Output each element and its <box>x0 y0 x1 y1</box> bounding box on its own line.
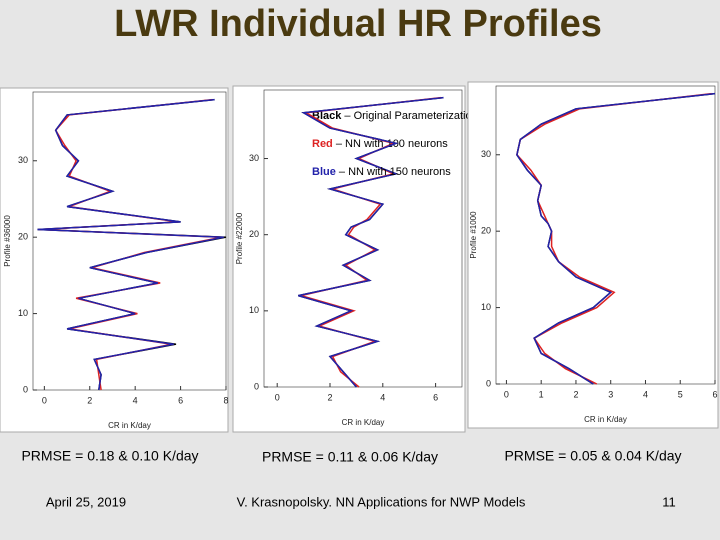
y-tick-label: 0 <box>486 378 491 388</box>
y-axis-label: Profile #22000 <box>235 212 244 264</box>
y-tick-label: 20 <box>249 229 259 239</box>
y-tick-label: 10 <box>249 305 259 315</box>
y-tick-label: 30 <box>481 149 491 159</box>
x-tick-label: 4 <box>133 395 138 405</box>
x-tick-label: 3 <box>608 389 613 399</box>
legend-name: Blue <box>312 166 336 178</box>
x-axis-label: CR in K/day <box>584 415 627 424</box>
legend-name: Black <box>312 110 342 122</box>
x-tick-label: 4 <box>380 392 385 402</box>
y-tick-label: 10 <box>481 302 491 312</box>
x-tick-label: 4 <box>643 389 648 399</box>
plot-background <box>0 87 229 433</box>
x-tick-label: 8 <box>223 395 228 405</box>
legend-entry: Red – NN with 100 neurons <box>312 138 448 150</box>
plot-background <box>232 85 466 433</box>
y-axis-label: Profile #36000 <box>3 215 12 267</box>
y-tick-label: 0 <box>23 384 28 394</box>
plot-frame <box>495 85 716 385</box>
x-tick-label: 1 <box>539 389 544 399</box>
legend-name: Red <box>312 138 333 150</box>
profile-line <box>37 98 224 391</box>
legend-entry: Black – Original Parameterization <box>312 110 478 122</box>
legend-text: – NN with 150 neurons <box>336 166 451 178</box>
plot-background <box>467 81 719 429</box>
plot-frame <box>263 89 463 388</box>
x-tick-label: 0 <box>42 395 47 405</box>
footer-date: April 25, 2019 <box>46 494 126 509</box>
profile-line <box>298 96 444 388</box>
footer-author: V. Krasnopolsky. NN Applications for NWP… <box>237 494 526 509</box>
caption: PRMSE = 0.11 & 0.06 K/day <box>262 449 438 465</box>
y-tick-label: 30 <box>18 155 28 165</box>
x-tick-label: 2 <box>573 389 578 399</box>
x-tick-label: 0 <box>275 392 280 402</box>
caption: PRMSE = 0.05 & 0.04 K/day <box>504 448 681 464</box>
x-tick-label: 0 <box>504 389 509 399</box>
y-tick-label: 0 <box>254 381 259 391</box>
legend-entry: Blue – NN with 150 neurons <box>312 166 451 178</box>
y-tick-label: 20 <box>481 226 491 236</box>
y-tick-label: 20 <box>18 232 28 242</box>
x-tick-label: 6 <box>178 395 183 405</box>
profile-line <box>516 92 716 385</box>
x-axis-label: CR in K/day <box>108 421 151 430</box>
x-tick-label: 2 <box>87 395 92 405</box>
slide-title: LWR Individual HR Profiles <box>114 3 602 45</box>
page-number: 11 <box>662 494 676 509</box>
x-tick-label: 5 <box>678 389 683 399</box>
x-tick-label: 6 <box>712 389 717 399</box>
caption: PRMSE = 0.18 & 0.10 K/day <box>21 448 198 464</box>
y-axis-label: Profile #1000 <box>469 211 478 259</box>
x-tick-label: 2 <box>327 392 332 402</box>
legend-text: – NN with 100 neurons <box>333 138 448 150</box>
y-tick-label: 10 <box>18 308 28 318</box>
y-tick-label: 30 <box>249 153 259 163</box>
plot-frame <box>32 91 227 391</box>
legend-text: – Original Parameterization <box>341 110 477 122</box>
x-axis-label: CR in K/day <box>342 418 385 427</box>
x-tick-label: 6 <box>433 392 438 402</box>
